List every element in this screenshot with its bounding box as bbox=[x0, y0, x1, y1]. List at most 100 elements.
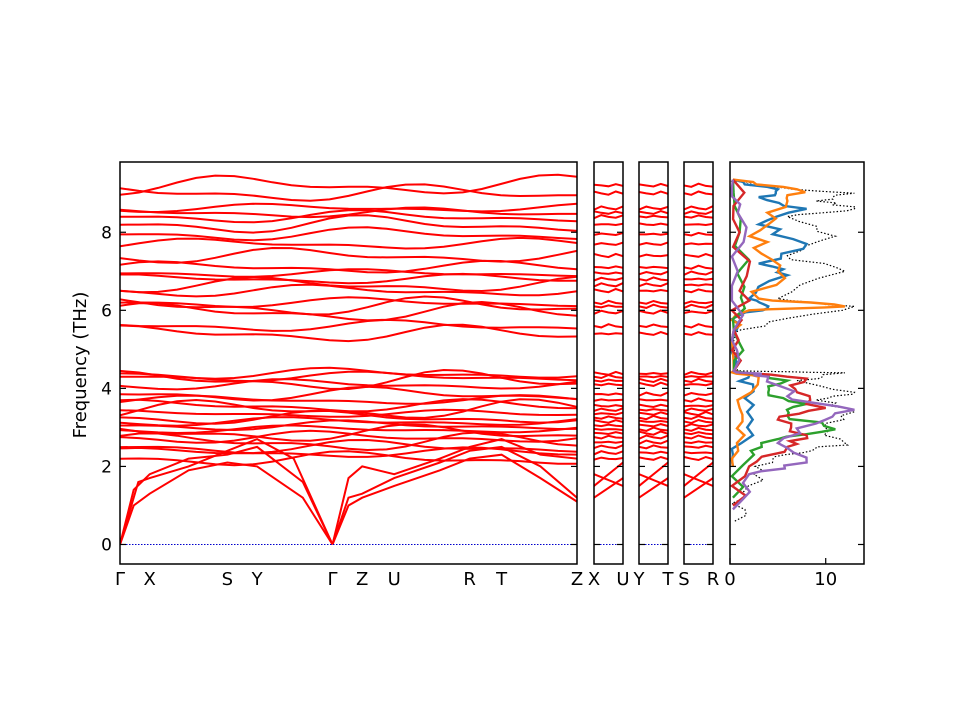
band-line bbox=[684, 404, 713, 408]
band-line bbox=[684, 222, 713, 227]
band-line bbox=[684, 415, 713, 420]
dos-frame bbox=[729, 161, 865, 565]
band-line bbox=[639, 276, 668, 282]
band-line bbox=[639, 408, 668, 412]
high-symmetry-label: U bbox=[616, 569, 629, 590]
band-line bbox=[120, 296, 577, 308]
band-line bbox=[639, 241, 668, 246]
band-line bbox=[684, 205, 713, 211]
high-symmetry-label: S bbox=[678, 569, 689, 590]
band-line bbox=[684, 434, 713, 440]
band-line bbox=[684, 440, 713, 445]
band-line bbox=[594, 241, 623, 246]
band-line bbox=[684, 391, 713, 397]
band-line bbox=[639, 232, 668, 236]
band-line bbox=[684, 288, 713, 294]
band-line bbox=[120, 246, 577, 264]
band-line bbox=[120, 173, 577, 196]
band-line bbox=[120, 318, 577, 332]
y-axis-label: Frequency (THz) bbox=[70, 292, 91, 439]
band-line bbox=[594, 419, 623, 424]
dos-partial-line bbox=[730, 178, 846, 467]
band-line bbox=[639, 323, 668, 329]
acoustic-branch bbox=[331, 438, 577, 545]
band-line bbox=[684, 423, 713, 428]
band-line bbox=[639, 444, 668, 450]
band-line bbox=[684, 331, 713, 336]
band-line bbox=[120, 368, 577, 391]
acoustic-branch bbox=[331, 445, 577, 545]
band-line bbox=[639, 403, 668, 409]
high-symmetry-label: T bbox=[662, 569, 675, 590]
band-line bbox=[594, 427, 623, 431]
band-line bbox=[684, 242, 713, 246]
high-symmetry-label: Γ bbox=[327, 569, 337, 590]
band-line bbox=[684, 382, 713, 387]
axes-frame bbox=[593, 161, 624, 565]
axes-frame bbox=[638, 161, 669, 565]
band-line bbox=[120, 398, 577, 413]
band-line bbox=[594, 434, 623, 440]
band-line bbox=[684, 477, 713, 499]
band-line bbox=[594, 276, 623, 282]
band-line bbox=[120, 378, 577, 391]
band-line bbox=[594, 323, 623, 329]
band-line bbox=[120, 424, 577, 435]
band-line bbox=[594, 382, 623, 387]
band-line bbox=[684, 410, 713, 417]
band-line bbox=[594, 287, 623, 294]
band-line bbox=[684, 371, 713, 376]
band-line bbox=[120, 272, 577, 285]
axes-frame bbox=[119, 161, 578, 565]
band-line bbox=[120, 410, 577, 425]
band-lines bbox=[684, 182, 713, 499]
band-line bbox=[120, 206, 577, 219]
band-line bbox=[639, 210, 668, 215]
band-line bbox=[639, 434, 668, 440]
band-line bbox=[120, 431, 577, 452]
dos-panel: 0 10 bbox=[724, 161, 865, 590]
band-line bbox=[639, 398, 668, 402]
high-symmetry-label: U bbox=[388, 569, 401, 590]
band-line bbox=[684, 253, 713, 258]
band-line bbox=[594, 214, 623, 220]
y-tick-label: 6 bbox=[101, 301, 112, 321]
band-line bbox=[639, 270, 668, 276]
band-line bbox=[120, 209, 577, 224]
band-line bbox=[594, 392, 623, 396]
band-line bbox=[639, 439, 668, 445]
band-line bbox=[594, 222, 623, 227]
band-line bbox=[120, 183, 577, 202]
band-line bbox=[684, 277, 713, 281]
band-line bbox=[684, 303, 713, 309]
band-line bbox=[639, 222, 668, 227]
band-lines bbox=[639, 182, 668, 499]
band-line bbox=[639, 374, 668, 379]
band-line bbox=[684, 473, 713, 487]
band-line bbox=[639, 299, 668, 305]
high-symmetry-label: R bbox=[463, 569, 476, 590]
band-line bbox=[594, 183, 623, 188]
band-line bbox=[639, 477, 668, 499]
band-line bbox=[594, 411, 623, 416]
high-symmetry-label: Y bbox=[633, 569, 646, 590]
band-line bbox=[684, 264, 713, 270]
band-line bbox=[684, 375, 713, 379]
band-line bbox=[594, 440, 623, 444]
band-line bbox=[594, 450, 623, 456]
band-line bbox=[120, 385, 577, 402]
dos-total-line bbox=[730, 179, 857, 522]
band-line bbox=[639, 309, 668, 315]
high-symmetry-label: Z bbox=[356, 569, 368, 590]
band-line bbox=[594, 423, 623, 428]
band-line bbox=[594, 282, 623, 288]
axes-frame bbox=[683, 161, 714, 565]
band-line bbox=[639, 391, 668, 397]
high-symmetry-label: Γ bbox=[115, 569, 125, 590]
band-line bbox=[594, 407, 623, 412]
high-symmetry-label: X bbox=[144, 569, 156, 590]
band-line bbox=[120, 275, 577, 294]
